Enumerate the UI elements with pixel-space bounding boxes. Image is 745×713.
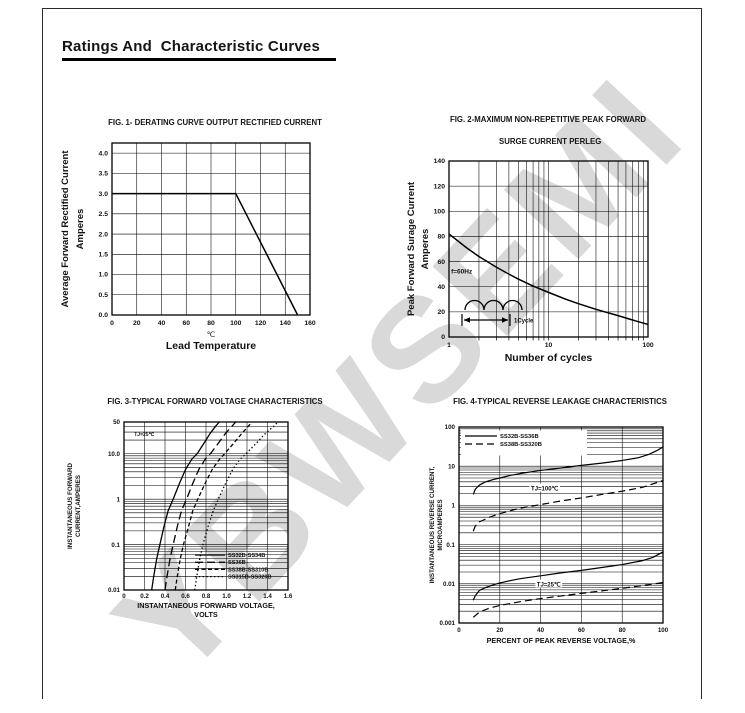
svg-text:SS32B-SS36B: SS32B-SS36B — [500, 434, 539, 440]
svg-text:1.6: 1.6 — [284, 593, 293, 600]
svg-text:0.6: 0.6 — [181, 593, 190, 600]
svg-text:1: 1 — [447, 342, 451, 349]
svg-text:2.5: 2.5 — [99, 211, 109, 218]
svg-text:3.0: 3.0 — [99, 191, 109, 198]
fig2-title: FIG. 2-MAXIMUM NON-REPETITIVE PEAK FORWA… — [398, 114, 698, 147]
svg-text:20: 20 — [133, 320, 141, 327]
svg-text:0.2: 0.2 — [140, 593, 149, 600]
svg-text:0.4: 0.4 — [161, 593, 170, 600]
svg-text:1: 1 — [452, 503, 456, 510]
svg-text:160: 160 — [304, 320, 316, 327]
svg-text:Lead Temperature: Lead Temperature — [166, 340, 256, 352]
svg-text:20: 20 — [496, 627, 503, 634]
svg-text:PERCENT OF PEAK REVERSE VOLTAG: PERCENT OF PEAK REVERSE VOLTAGE,% — [487, 636, 636, 645]
svg-text:60: 60 — [437, 259, 445, 266]
figure-4: FIG. 4-TYPICAL REVERSE LEAKAGE CHARACTER… — [420, 395, 700, 670]
svg-text:f=60Hz: f=60Hz — [451, 269, 473, 276]
svg-text:100: 100 — [642, 342, 654, 349]
svg-text:0.1: 0.1 — [446, 542, 455, 549]
svg-text:0: 0 — [457, 627, 461, 634]
svg-text:Peak Forward Surage Current: Peak Forward Surage Current — [406, 181, 417, 316]
svg-text:60: 60 — [182, 320, 190, 327]
svg-text:2.0: 2.0 — [99, 231, 109, 238]
svg-text:TJ=25℃: TJ=25℃ — [537, 582, 561, 589]
figure-1: FIG. 1- DERATING CURVE OUTPUT RECTIFIED … — [58, 116, 372, 381]
svg-text:0.01: 0.01 — [443, 581, 456, 588]
svg-text:Amperes: Amperes — [75, 209, 86, 250]
svg-text:120: 120 — [434, 183, 446, 190]
svg-text:100: 100 — [658, 627, 669, 634]
svg-text:4.0: 4.0 — [99, 150, 109, 157]
svg-text:60: 60 — [578, 627, 585, 634]
svg-text:INSTANTANEOUS REVERSE CURRENT,: INSTANTANEOUS REVERSE CURRENT, — [429, 466, 436, 583]
svg-text:80: 80 — [207, 320, 215, 327]
fig3-title: FIG. 3-TYPICAL FORWARD VOLTAGE CHARACTER… — [107, 397, 323, 406]
svg-text:80: 80 — [437, 234, 445, 241]
svg-text:40: 40 — [158, 320, 166, 327]
fig2-title-line1: FIG. 2-MAXIMUM NON-REPETITIVE PEAK FORWA… — [449, 115, 647, 124]
svg-text:Amperes: Amperes — [420, 229, 431, 270]
fig1-chart: 0 20 40 60 80 100 120 140 160 0.0 0.5 1.0 1.5 2.0 2.5 3… — [60, 142, 316, 352]
svg-text:0: 0 — [441, 334, 445, 341]
svg-text:100: 100 — [230, 320, 242, 327]
fig2-title-line2: SURGE CURRENT PERLEG — [499, 137, 602, 146]
svg-text:0.01: 0.01 — [108, 587, 121, 594]
svg-text:INSTANTANEOUS FORWARD VOLTAGE,: INSTANTANEOUS FORWARD VOLTAGE, — [137, 601, 275, 610]
svg-text:1.5: 1.5 — [99, 251, 109, 258]
svg-text:20: 20 — [437, 309, 445, 316]
fig4-title: FIG. 4-TYPICAL REVERSE LEAKAGE CHARACTER… — [453, 397, 667, 406]
page-title: Ratings And Characteristic Curves — [62, 38, 336, 61]
svg-text:1.2: 1.2 — [243, 593, 252, 600]
svg-text:10: 10 — [545, 342, 553, 349]
datasheet-page: { "page": { "title": "Ratings And Charac… — [42, 8, 716, 708]
svg-text:1.0: 1.0 — [99, 272, 109, 279]
fig3-chart: 0 0.2 0.4 0.6 0.8 1.0 1.2 1.4 1.6 0.01 0.1 1 10.0 50 I… — [67, 419, 293, 619]
svg-text:1: 1 — [117, 496, 121, 503]
svg-text:VOLTS: VOLTS — [194, 610, 218, 619]
svg-text:℃: ℃ — [207, 330, 216, 339]
svg-text:INSTANTANEOUS FORWARD: INSTANTANEOUS FORWARD — [67, 463, 74, 549]
svg-text:140: 140 — [280, 320, 292, 327]
svg-text:1Cycle: 1Cycle — [514, 319, 534, 325]
svg-text:Average Forward Rectified Curr: Average Forward Rectified Current — [60, 150, 71, 308]
svg-text:CURRENT,AMPERES: CURRENT,AMPERES — [75, 475, 82, 537]
svg-text:10.0: 10.0 — [108, 451, 121, 458]
svg-text:0: 0 — [122, 593, 126, 600]
svg-text:140: 140 — [434, 158, 446, 165]
svg-text:SS36B: SS36B — [228, 560, 246, 566]
fig1-title: FIG. 1- DERATING CURVE OUTPUT RECTIFIED … — [108, 118, 322, 127]
svg-text:1.4: 1.4 — [263, 593, 272, 600]
fig2-chart: 1 10 100 0 20 40 60 80 100 120 140 Peak Forward Sur… — [406, 158, 654, 364]
svg-text:10: 10 — [448, 463, 455, 470]
svg-text:100: 100 — [445, 424, 456, 431]
svg-text:SS315B-SS320B: SS315B-SS320B — [228, 575, 272, 581]
svg-text:0.001: 0.001 — [440, 620, 456, 627]
svg-text:SS32B-SS34B: SS32B-SS34B — [228, 553, 265, 559]
page-frame — [42, 8, 702, 699]
svg-text:SS38B-SS310B: SS38B-SS310B — [228, 567, 268, 573]
svg-text:Number of cycles: Number of cycles — [505, 352, 593, 364]
svg-text:MICROAMPERES: MICROAMPERES — [437, 499, 444, 550]
svg-text:80: 80 — [619, 627, 626, 634]
svg-text:0: 0 — [110, 320, 114, 327]
svg-text:SS38B-SS320B: SS38B-SS320B — [500, 442, 542, 448]
figure-3: FIG. 3-TYPICAL FORWARD VOLTAGE CHARACTER… — [58, 395, 372, 658]
svg-text:3.5: 3.5 — [99, 171, 109, 178]
svg-text:120: 120 — [255, 320, 267, 327]
svg-text:0.1: 0.1 — [111, 542, 120, 549]
fig4-chart: 0 20 40 60 80 100 0.001 0.01 0.1 1 10 100 INSTANTANE… — [429, 424, 669, 645]
svg-text:1.0: 1.0 — [222, 593, 231, 600]
svg-text:TJ=100℃: TJ=100℃ — [531, 485, 559, 492]
svg-text:TJ=25℃: TJ=25℃ — [134, 431, 154, 438]
svg-text:0.5: 0.5 — [99, 292, 109, 299]
svg-text:40: 40 — [537, 627, 544, 634]
svg-text:0.8: 0.8 — [202, 593, 211, 600]
svg-text:100: 100 — [434, 208, 446, 215]
svg-text:0.0: 0.0 — [99, 312, 109, 319]
figure-2: FIG. 2-MAXIMUM NON-REPETITIVE PEAK FORWA… — [398, 114, 698, 397]
svg-text:50: 50 — [113, 419, 120, 426]
svg-text:40: 40 — [437, 284, 445, 291]
